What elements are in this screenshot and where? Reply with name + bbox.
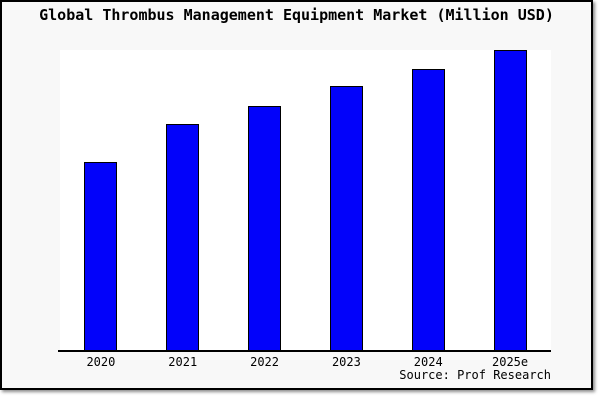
- source-credit: Source: Prof Research: [399, 368, 551, 382]
- bar-2023: [329, 86, 363, 351]
- x-tick-label-2025e: 2025e: [492, 355, 529, 369]
- bar-2020: [84, 162, 118, 351]
- x-tick-label-2020: 2020: [86, 355, 116, 369]
- x-tick-label-2023: 2023: [331, 355, 361, 369]
- chart-title: Global Thrombus Management Equipment Mar…: [39, 6, 554, 24]
- x-tick-label-2022: 2022: [250, 355, 280, 369]
- bar-2021: [166, 124, 200, 351]
- bar-2022: [248, 106, 282, 351]
- x-tick-label-2021: 2021: [168, 355, 198, 369]
- bar-2024: [411, 69, 445, 351]
- bar-2025e: [493, 50, 527, 351]
- x-axis-line: [58, 350, 551, 352]
- plot-area: [58, 50, 551, 352]
- x-tick-label-2024: 2024: [413, 355, 443, 369]
